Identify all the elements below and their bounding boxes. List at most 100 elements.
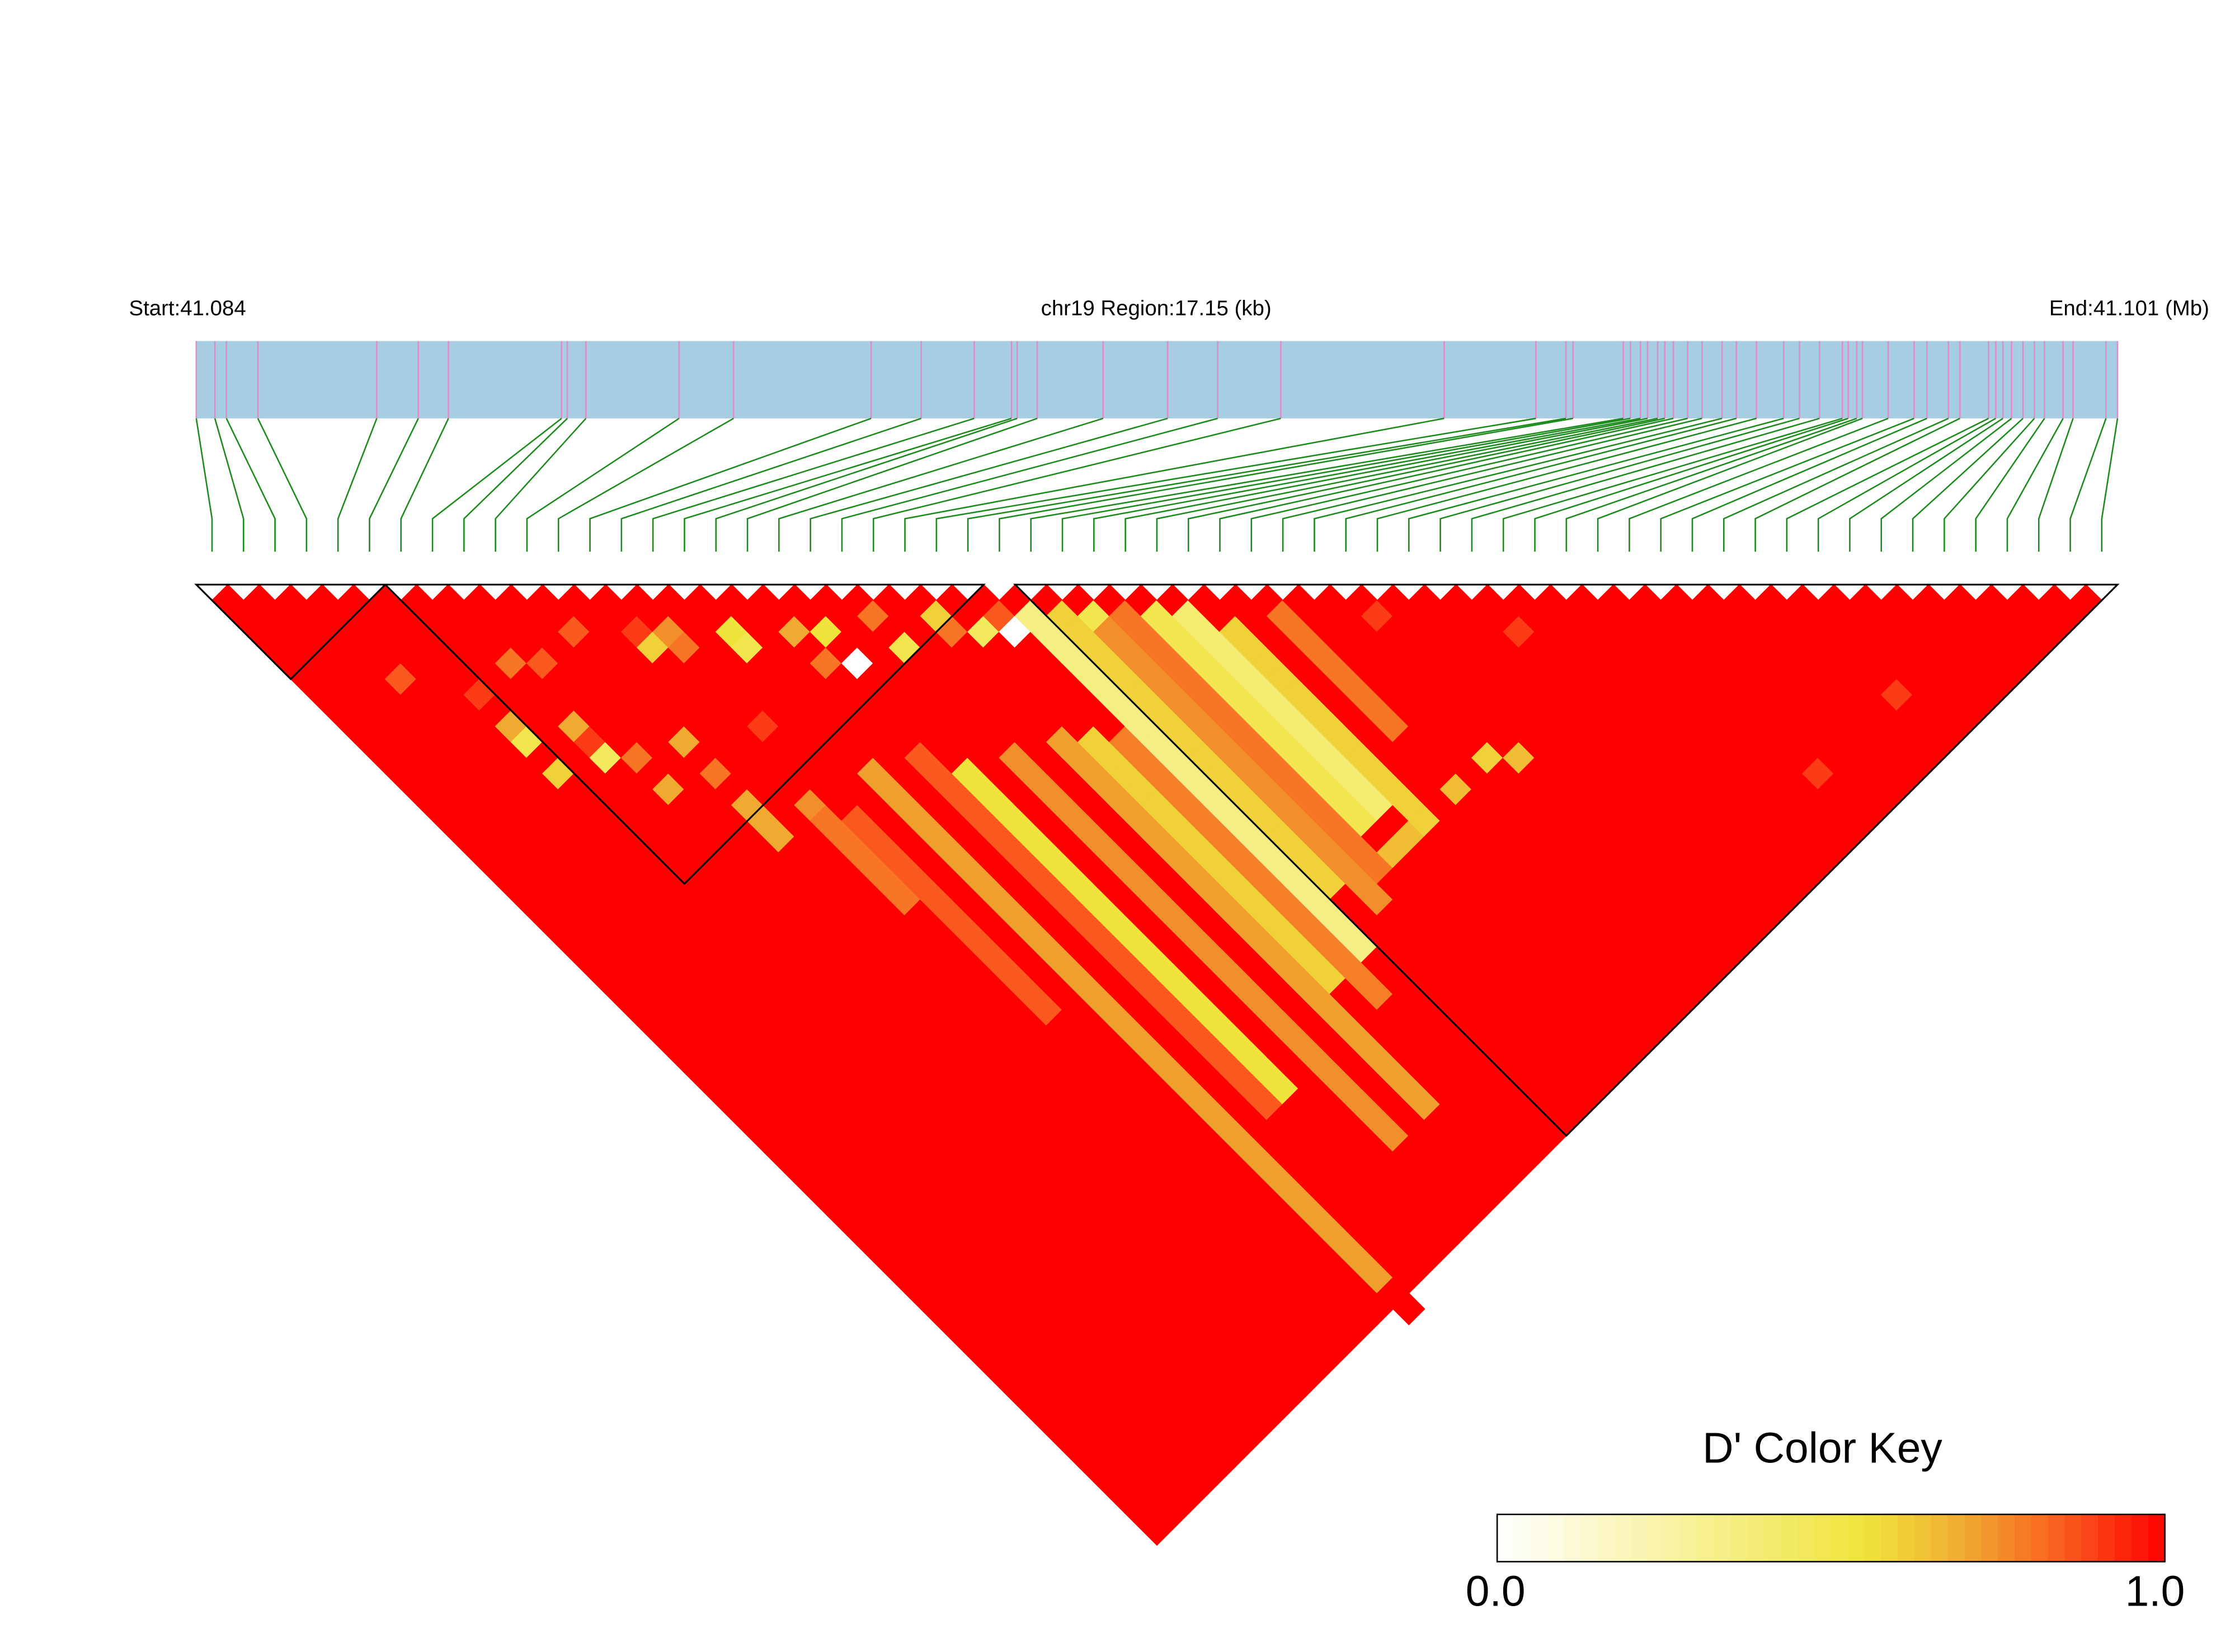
snp-link <box>1093 417 1641 552</box>
snp-link <box>1282 417 1702 552</box>
snp-link <box>967 417 1566 552</box>
snp-link <box>400 418 449 552</box>
ld-block <box>194 583 388 681</box>
snp-link <box>257 418 308 552</box>
key-title: D' Color Key <box>1702 1424 1942 1472</box>
snp-link <box>1565 417 1857 552</box>
snp-link <box>746 417 1038 552</box>
key-swatch <box>1730 1514 1748 1562</box>
key-swatch <box>1613 1514 1632 1562</box>
key-tick-label: 1.0 <box>2125 1568 2185 1616</box>
snp-link <box>1439 417 1800 552</box>
key-swatch <box>1497 1514 1515 1562</box>
snp-link <box>715 417 1018 552</box>
key-swatch <box>1864 1514 1882 1562</box>
snp-link <box>1817 417 1996 552</box>
snp-link <box>1471 417 1820 552</box>
key-swatch <box>1931 1514 1949 1562</box>
key-swatch <box>1647 1514 1665 1562</box>
key-swatch <box>1597 1514 1615 1562</box>
key-swatch <box>1947 1514 1965 1562</box>
snp-link <box>1660 417 1914 552</box>
snp-link <box>1345 417 1737 552</box>
snp-link <box>1124 417 1648 552</box>
key-swatch <box>1814 1514 1832 1562</box>
snp-link <box>2006 418 2064 552</box>
snp-link <box>1691 417 1927 552</box>
key-swatch <box>1964 1514 1982 1562</box>
snp-link <box>1786 417 1989 552</box>
snp-link <box>1250 417 1688 552</box>
key-swatch <box>1564 1514 1582 1562</box>
key-swatch <box>1764 1514 1782 1562</box>
end-label: End:41.101 (Mb) <box>2049 296 2209 320</box>
chart-title: chr19 Region:17.15 (kb) <box>1041 296 1272 320</box>
snp-link <box>1754 417 1960 552</box>
snp-link <box>1187 417 1665 552</box>
key-swatch <box>2031 1514 2049 1562</box>
key-swatch <box>2131 1514 2149 1562</box>
snp-link <box>1314 417 1723 552</box>
snp-link <box>684 417 1012 552</box>
key-swatch <box>1914 1514 1932 1562</box>
snp-link <box>935 417 1536 552</box>
key-swatch <box>1630 1514 1648 1562</box>
snp-link <box>1061 417 1631 552</box>
snp-link <box>620 417 922 552</box>
snp-link <box>195 418 213 552</box>
key-swatch <box>2015 1514 2032 1562</box>
snp-link <box>369 418 419 552</box>
key-border <box>1496 1513 2166 1562</box>
key-swatch <box>1664 1514 1682 1562</box>
snp-link <box>1408 417 1784 552</box>
snp-link <box>1723 417 1949 552</box>
key-swatch <box>1580 1514 1598 1562</box>
key-swatch <box>1547 1514 1565 1562</box>
snp-link <box>495 418 587 552</box>
key-swatch <box>2115 1514 2133 1562</box>
key-swatch <box>1981 1514 1999 1562</box>
key-swatch <box>1898 1514 1916 1562</box>
key-swatch <box>2048 1514 2065 1562</box>
key-swatch <box>1714 1514 1732 1562</box>
snp-link <box>1880 417 2012 552</box>
ld-cell <box>1392 1292 1425 1326</box>
key-tick-label: 0.0 <box>1466 1568 1526 1616</box>
snp-link <box>1975 418 2045 552</box>
snp-link <box>2101 418 2119 552</box>
key-swatch <box>1681 1514 1698 1562</box>
key-swatch <box>1798 1514 1815 1562</box>
snp-link <box>1502 417 1843 552</box>
snp-link <box>1534 417 1849 552</box>
snp-link <box>904 417 1444 552</box>
snp-link <box>1629 417 1889 552</box>
key-swatch <box>1781 1514 1799 1562</box>
snp-link <box>1597 417 1863 552</box>
key-swatch <box>1998 1514 2016 1562</box>
key-swatch <box>1881 1514 1899 1562</box>
snp-link <box>1912 417 2024 552</box>
snp-link <box>872 417 1281 552</box>
snp-link <box>1944 418 2035 552</box>
snp-link <box>1219 417 1674 552</box>
snp-link <box>2038 418 2074 552</box>
key-swatch <box>1847 1514 1865 1562</box>
key-swatch <box>2148 1514 2166 1562</box>
snp-link <box>1156 417 1658 552</box>
snp-link <box>1376 417 1757 552</box>
snp-link <box>999 417 1574 552</box>
snp-link <box>337 418 378 552</box>
snp-link <box>589 417 872 552</box>
snp-link <box>463 418 568 552</box>
snp-link <box>2069 418 2107 552</box>
key-swatch <box>2081 1514 2099 1562</box>
ld-block <box>383 583 986 885</box>
key-swatch <box>1513 1514 1532 1562</box>
snp-link <box>810 417 1168 552</box>
region-bar <box>196 341 2118 418</box>
snp-link <box>431 417 562 552</box>
key-swatch <box>1831 1514 1848 1562</box>
